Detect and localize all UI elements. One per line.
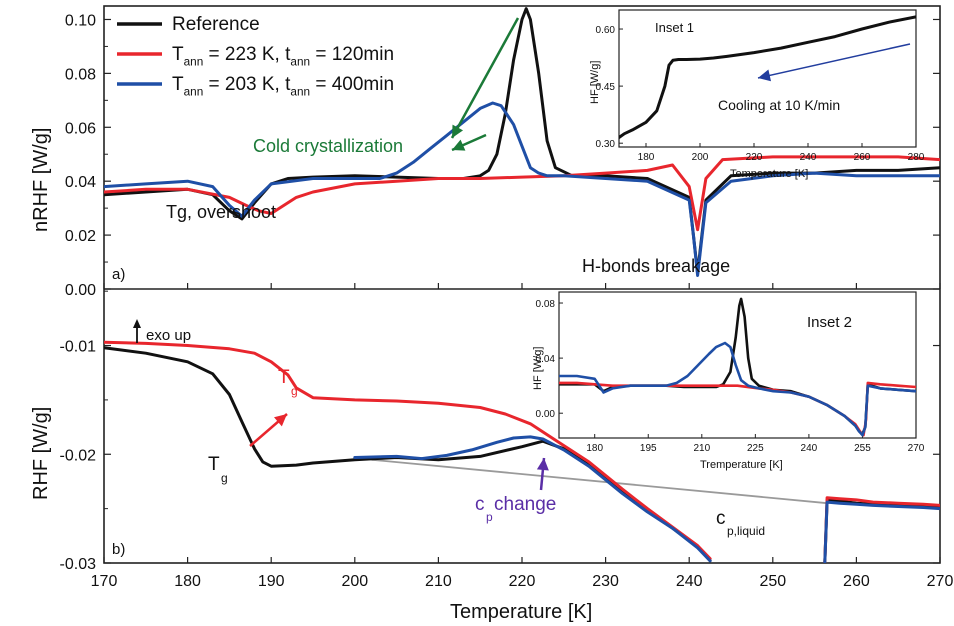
inset1-y-tick-label: 0.30 bbox=[596, 139, 616, 150]
cp-baseline bbox=[371, 458, 828, 505]
y-tick-label: 0.10 bbox=[65, 12, 96, 29]
tg-overshoot-label: Tg, overshoot bbox=[166, 202, 276, 222]
legend-label-part: = 223 K, t bbox=[203, 44, 291, 65]
x-tick-label: 270 bbox=[927, 573, 954, 590]
inset2-x-tick-label: 180 bbox=[586, 443, 603, 454]
tg-red-sub: g bbox=[291, 384, 298, 398]
inset1-y-tick-label: 0.45 bbox=[596, 82, 616, 93]
y-tick-label: 0.08 bbox=[65, 66, 96, 83]
cp-change-arrow-head bbox=[536, 458, 549, 471]
cold-arrow-1 bbox=[450, 17, 520, 139]
legend-label-part: = 203 K, t bbox=[203, 74, 291, 95]
panel-a-series-line bbox=[104, 101, 940, 277]
exo-up-label: exo up bbox=[146, 327, 191, 344]
legend-label-part: T bbox=[172, 74, 184, 95]
legend-label-part: Reference bbox=[172, 14, 260, 35]
tg-red-arrow-head bbox=[273, 414, 287, 427]
inset1-x-tick-label: 280 bbox=[908, 152, 925, 163]
cp-change-label: c bbox=[475, 494, 485, 515]
y-tick-label: 0.00 bbox=[65, 282, 96, 299]
cooling-arrow bbox=[757, 43, 911, 79]
x-tick-label: 170 bbox=[91, 573, 118, 590]
inset1-x-tick-label: 220 bbox=[746, 152, 763, 163]
cooling-label: Cooling at 10 K/min bbox=[718, 97, 840, 113]
h-bonds-label: H-bonds breakage bbox=[582, 256, 730, 276]
legend-label: Reference bbox=[172, 14, 260, 35]
legend-label: Tann = 223 K, tann = 120min bbox=[172, 44, 394, 68]
y-tick-label: -0.03 bbox=[60, 556, 97, 573]
panel-label: a) bbox=[112, 266, 125, 283]
legend-label-part: ann bbox=[184, 55, 204, 68]
legend-label-part: ann bbox=[184, 85, 204, 98]
inset2-series-line bbox=[559, 341, 916, 437]
tg-black-label: T bbox=[208, 454, 220, 475]
inset1-x-axis-label: Temperature [K] bbox=[730, 168, 808, 180]
inset1-series-line bbox=[619, 15, 916, 139]
x-tick-label: 220 bbox=[509, 573, 536, 590]
inset2-title: Inset 2 bbox=[807, 314, 852, 331]
inset2-y-axis-label: HF [W/g] bbox=[532, 347, 544, 390]
inset1-x-tick-label: 180 bbox=[638, 152, 655, 163]
legend-label-part: = 400min bbox=[310, 74, 394, 95]
y-tick-label: 0.02 bbox=[65, 228, 96, 245]
cold-crystallization-label: Cold crystallization bbox=[253, 136, 403, 156]
inset1-y-tick-label: 0.60 bbox=[596, 25, 616, 36]
exo-arrow-head bbox=[133, 319, 141, 328]
inset1-x-tick-label: 200 bbox=[692, 152, 709, 163]
legend-label-part: ann bbox=[290, 85, 310, 98]
panel-label: b) bbox=[112, 541, 125, 558]
inset2-x-tick-label: 225 bbox=[747, 443, 764, 454]
y-tick-label: 0.06 bbox=[65, 120, 96, 137]
x-axis-label: Temperature [K] bbox=[450, 601, 592, 623]
inset2-y-tick-label: 0.00 bbox=[536, 409, 556, 420]
legend-label-part: T bbox=[172, 44, 184, 65]
x-tick-label: 240 bbox=[676, 573, 703, 590]
y-tick-label: 0.04 bbox=[65, 174, 96, 191]
inset1-x-tick-label: 240 bbox=[800, 152, 817, 163]
panel-b-series-line bbox=[823, 498, 940, 563]
x-tick-label: 180 bbox=[174, 573, 201, 590]
panel-b-series-line bbox=[823, 500, 940, 563]
cold-arrow-1-head bbox=[452, 124, 464, 138]
y-tick-label: -0.02 bbox=[60, 447, 97, 464]
cp-liquid-sub: p,liquid bbox=[727, 524, 765, 538]
inset1-title: Inset 1 bbox=[655, 20, 694, 35]
tg-black-sub: g bbox=[221, 471, 228, 485]
inset2-x-tick-label: 270 bbox=[908, 443, 925, 454]
inset2-x-tick-label: 240 bbox=[801, 443, 818, 454]
cooling-arrow-head bbox=[758, 69, 772, 82]
x-tick-label: 260 bbox=[843, 573, 870, 590]
inset2-x-axis-label: Tremperature [K] bbox=[700, 459, 783, 471]
x-tick-label: 200 bbox=[341, 573, 368, 590]
cold-arrow-2-head bbox=[452, 139, 466, 151]
panel-b-series-line bbox=[104, 340, 712, 561]
x-tick-label: 190 bbox=[258, 573, 285, 590]
inset2-x-tick-label: 210 bbox=[693, 443, 710, 454]
inset1-x-tick-label: 260 bbox=[854, 152, 871, 163]
y-tick-label: -0.01 bbox=[60, 339, 97, 356]
tg-red-label: T bbox=[278, 367, 290, 388]
inset2-y-tick-label: 0.08 bbox=[536, 299, 556, 310]
legend-label: Tann = 203 K, tann = 400min bbox=[172, 74, 394, 98]
panel-b-series-line bbox=[353, 435, 712, 563]
cp-change-sub: p bbox=[486, 510, 493, 524]
legend-label-part: ann bbox=[290, 55, 310, 68]
x-tick-label: 210 bbox=[425, 573, 452, 590]
y-axis-label: nRHF [W/g] bbox=[30, 128, 52, 232]
y-axis-label: RHF [W/g] bbox=[30, 407, 52, 500]
inset1-y-axis-label: HF [W/g] bbox=[589, 61, 601, 104]
cp-liquid-label: c bbox=[716, 508, 726, 529]
inset2-x-tick-label: 255 bbox=[854, 443, 871, 454]
legend-label-part: = 120min bbox=[310, 44, 394, 65]
x-tick-label: 250 bbox=[759, 573, 786, 590]
panel-b-series-line bbox=[823, 496, 940, 563]
inset2-y-tick-label: 0.04 bbox=[536, 354, 556, 365]
inset2-x-tick-label: 195 bbox=[640, 443, 657, 454]
cp-change-rest: change bbox=[494, 494, 556, 515]
x-tick-label: 230 bbox=[592, 573, 619, 590]
